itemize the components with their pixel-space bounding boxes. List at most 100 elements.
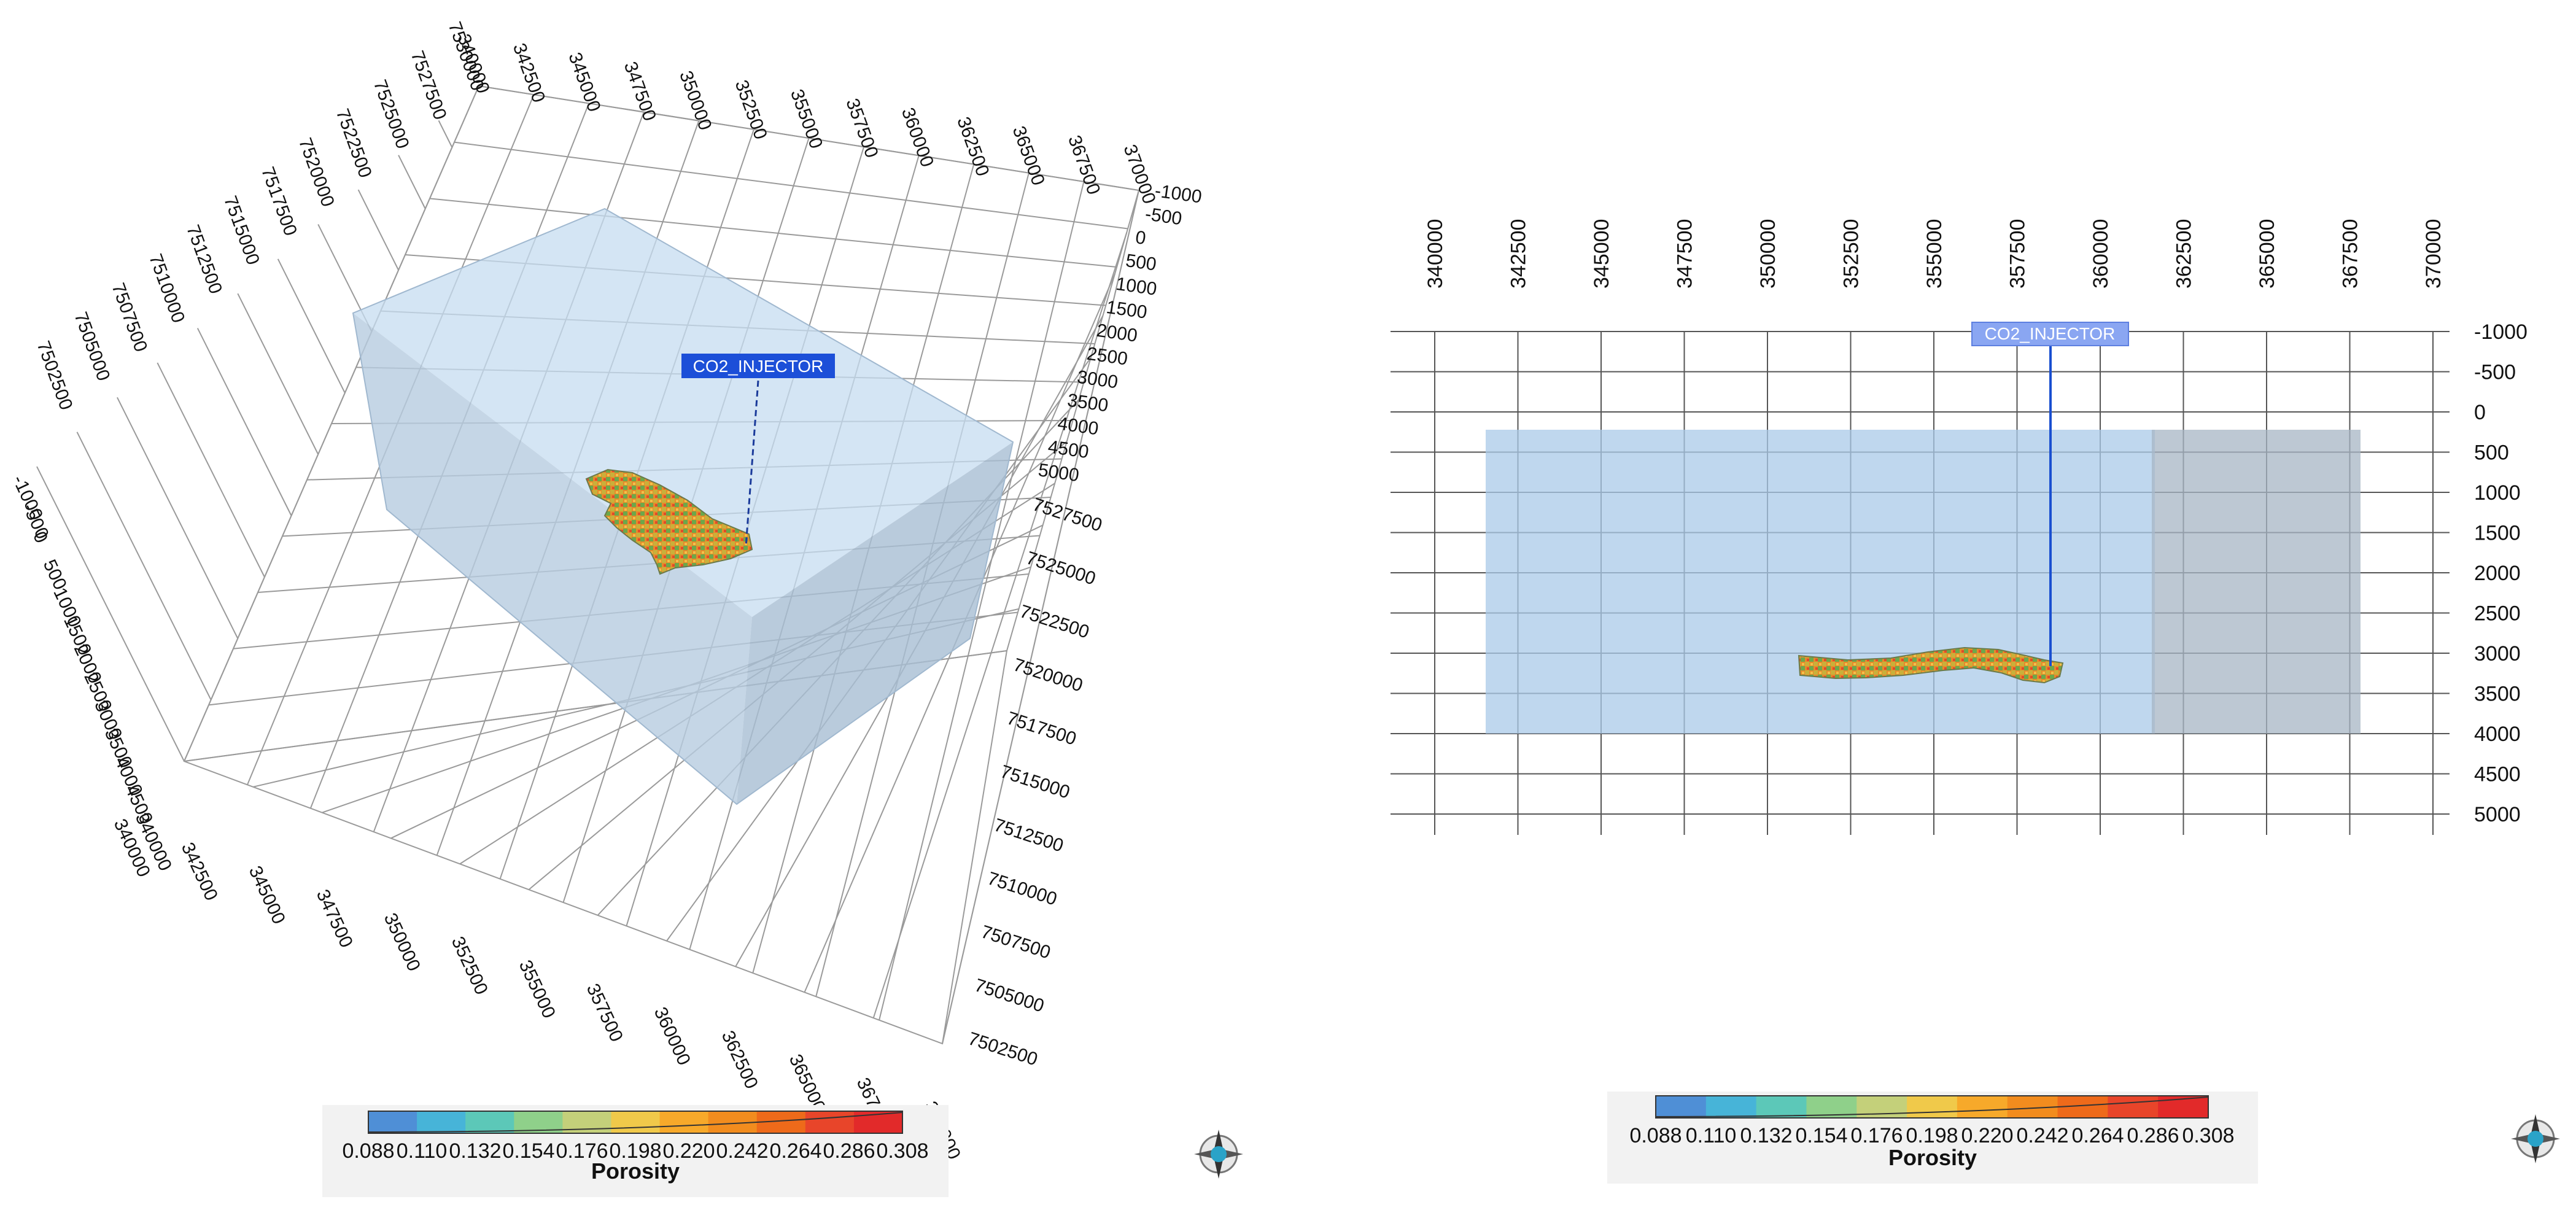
colorbar-tick-label: 0.176 (1850, 1124, 1903, 1147)
colorbar-tick-label: 0.242 (2016, 1124, 2068, 1147)
left-depth-tick-right: 1500 (1105, 297, 1149, 323)
left-depth-tick-right: 3500 (1066, 390, 1110, 416)
right-x-tick: 370000 (2422, 219, 2445, 289)
left-depth-tick-right: -500 (1144, 204, 1183, 229)
left-x-tick-bottom: 347500 (312, 886, 357, 951)
right-depth-tick: 4500 (2474, 763, 2521, 786)
colorbar-tick-label: 0.088 (1629, 1124, 1682, 1147)
right-x-tick: 367500 (2339, 219, 2362, 289)
left-y-tick-near: 7517500 (1004, 708, 1079, 749)
left-x-tick-bottom: 345000 (245, 863, 289, 928)
left-colorbar-legend: 0.088 0.110 0.132 0.154 0.176 0.198 0.220 0.242… (322, 1105, 949, 1197)
colorbar-segment (1907, 1096, 1958, 1118)
left-y-tick-far: 7507500 (107, 281, 151, 355)
compass-icon[interactable] (1194, 1130, 1243, 1179)
left-x-tick-bottom: 357500 (583, 980, 627, 1045)
right-x-tick: 347500 (1674, 219, 1697, 289)
colorbar-tick-label: 0.242 (716, 1139, 768, 1163)
left-grid-y-line (277, 258, 346, 394)
left-x-tick-bottom: 350000 (380, 910, 424, 974)
left-y-tick-near: 7522500 (1017, 601, 1092, 642)
right-section-view[interactable]: CO2_INJECTOR 340000 342500 345000 347500 350… (1391, 219, 2528, 835)
left-x-tick-top: 357500 (842, 96, 882, 160)
left-grid-y-line (398, 155, 426, 209)
right-x-tick: 357500 (2006, 219, 2030, 289)
compass-icon[interactable] (2511, 1114, 2560, 1163)
left-y-tick-far: 7527500 (407, 48, 451, 122)
left-x-tick-top: 352500 (731, 77, 771, 142)
left-x-tick-bottom: 342500 (177, 839, 222, 904)
left-well-label-box[interactable] (681, 354, 835, 378)
right-colorbar-labels: 0.088 0.110 0.132 0.154 0.176 0.198 0.220 0.242… (1629, 1124, 2234, 1147)
right-x-tick: 365000 (2256, 219, 2279, 289)
left-y-tick-far: 7522500 (332, 106, 376, 180)
right-depth-tick: 1500 (2474, 522, 2521, 545)
colorbar-tick-label: 0.264 (2071, 1124, 2124, 1147)
left-y-tick-near: 7502500 (966, 1028, 1040, 1069)
colorbar-tick-label: 0.264 (769, 1139, 821, 1163)
colorbar-histogram-curve (1655, 1096, 2209, 1117)
colorbar-segment (1756, 1096, 1807, 1118)
left-grid-y-line (438, 120, 453, 148)
right-well-label: CO2_INJECTOR (1985, 324, 2116, 343)
colorbar-tick-label: 0.220 (1961, 1124, 2013, 1147)
right-depth-tick: 1000 (2474, 481, 2521, 505)
left-x-tick-bottom: 360000 (650, 1004, 694, 1069)
left-depth-tick-right: 5000 (1037, 460, 1080, 486)
right-volume-box-shaded (2152, 430, 2361, 734)
colorbar-segment (368, 1111, 418, 1133)
left-grid-y-line (357, 189, 399, 271)
left-grid-depth-line (429, 198, 1117, 268)
right-axis-ticks: 340000 342500 345000 347500 350000 352500 3550… (1424, 219, 2528, 826)
colorbar-segment (659, 1111, 709, 1133)
left-y-tick-far: 7512500 (182, 222, 226, 297)
left-x-tick-top: 342500 (509, 41, 549, 105)
left-y-tick-far: 7517500 (257, 164, 301, 238)
right-depth-tick: 2000 (2474, 562, 2521, 585)
colorbar-tick-label: 0.220 (662, 1139, 715, 1163)
left-3d-view[interactable]: CO2_INJECTOR 340000 342500 345000 347500 350… (9, 19, 1203, 1163)
colorbar-segment (417, 1111, 467, 1133)
left-colorbar-title: Porosity (591, 1158, 680, 1184)
colorbar-tick-label: 0.132 (449, 1139, 501, 1163)
left-x-tick-bottom: 362500 (718, 1028, 762, 1092)
left-depth-tick-right: 500 (1125, 250, 1158, 275)
left-reservoir-body (585, 468, 753, 575)
left-depth-tick-right: 4000 (1057, 413, 1100, 439)
colorbar-tick-label: 0.154 (502, 1139, 554, 1163)
right-x-tick: 355000 (1923, 219, 1946, 289)
left-grid-y-line (76, 432, 212, 700)
colorbar-frame (1655, 1095, 2209, 1119)
left-colorbar-swatches (368, 1111, 903, 1134)
right-reservoir-body (1798, 646, 2064, 684)
right-colorbar-legend: 0.088 0.110 0.132 0.154 0.176 0.198 0.220 0.242… (1607, 1092, 2258, 1184)
right-depth-tick: 4000 (2474, 723, 2521, 746)
right-well-label-box[interactable] (1971, 322, 2129, 346)
right-depth-tick: 3500 (2474, 683, 2521, 706)
left-y-tick-near: 7510000 (985, 868, 1059, 909)
left-x-tick-top: 362500 (953, 114, 993, 179)
left-depth-tick-right: 0 (1134, 227, 1147, 249)
colorbar-tick-label: 0.132 (1740, 1124, 1792, 1147)
left-y-tick-near: 7505000 (972, 975, 1046, 1016)
colorbar-segment (611, 1111, 661, 1133)
colorbar-segment (805, 1111, 855, 1133)
colorbar-tick-label: 0.308 (876, 1139, 928, 1163)
left-well-trajectory (745, 380, 759, 547)
right-x-tick: 345000 (1590, 219, 1613, 289)
right-x-tick: 362500 (2173, 219, 2196, 289)
left-y-tick-near: 7507500 (979, 921, 1053, 963)
left-y-tick-near: 7525000 (1023, 548, 1098, 589)
right-depth-tick: -500 (2474, 361, 2516, 384)
left-grid-frame (183, 85, 1140, 1045)
right-colorbar-swatches (1655, 1095, 2209, 1119)
colorbar-tick-label: 0.286 (2127, 1124, 2179, 1147)
colorbar-segment (1656, 1096, 1707, 1118)
left-grid-floor-line (872, 231, 1128, 1018)
right-depth-tick: -1000 (2474, 320, 2528, 344)
left-grid-y-line (157, 362, 265, 578)
colorbar-histogram-curve (368, 1112, 903, 1133)
colorbar-tick-label: 0.176 (556, 1139, 608, 1163)
right-x-tick: 340000 (1424, 219, 1447, 289)
